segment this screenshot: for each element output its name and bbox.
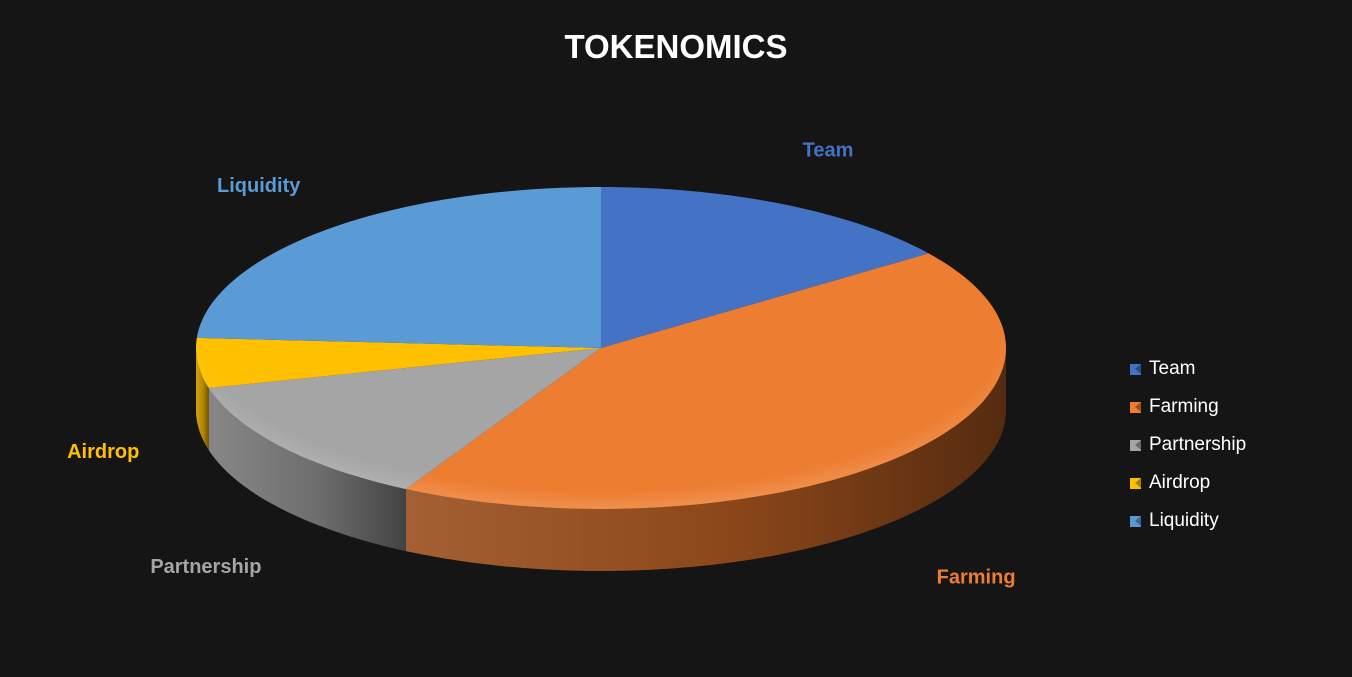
pie-side-partnership-shade: [208, 388, 406, 552]
legend-item-team: Team: [1130, 350, 1246, 388]
data-label-farming: Farming: [937, 566, 1016, 588]
legend-swatch-farming: [1130, 401, 1141, 413]
data-label-airdrop: Airdrop: [67, 441, 139, 463]
legend-swatch-partnership: [1130, 439, 1141, 451]
pie-top-gloss: [196, 187, 1006, 509]
data-label-liquidity: Liquidity: [217, 175, 301, 197]
legend-label: Farming: [1149, 396, 1219, 417]
legend-swatch-liquidity: [1130, 515, 1141, 527]
legend-item-farming: Farming: [1130, 388, 1246, 426]
pie-side-airdrop-shade: [196, 348, 209, 451]
legend-item-airdrop: Airdrop: [1130, 464, 1246, 502]
legend-item-partnership: Partnership: [1130, 426, 1246, 464]
legend-swatch-airdrop: [1130, 477, 1141, 489]
legend-label: Liquidity: [1149, 510, 1219, 531]
pie-side-farming-shade: [405, 348, 1006, 571]
data-label-partnership: Partnership: [150, 556, 261, 578]
legend-label: Airdrop: [1149, 472, 1211, 493]
legend-item-liquidity: Liquidity: [1130, 502, 1246, 540]
legend: Team Farming Partnership Airdrop Liquidity: [1130, 350, 1246, 540]
data-label-team: Team: [803, 139, 854, 161]
chart-title: TOKENOMICS: [564, 28, 788, 65]
legend-swatch-team: [1130, 363, 1141, 375]
legend-label: Team: [1149, 358, 1196, 379]
legend-label: Partnership: [1149, 434, 1247, 455]
